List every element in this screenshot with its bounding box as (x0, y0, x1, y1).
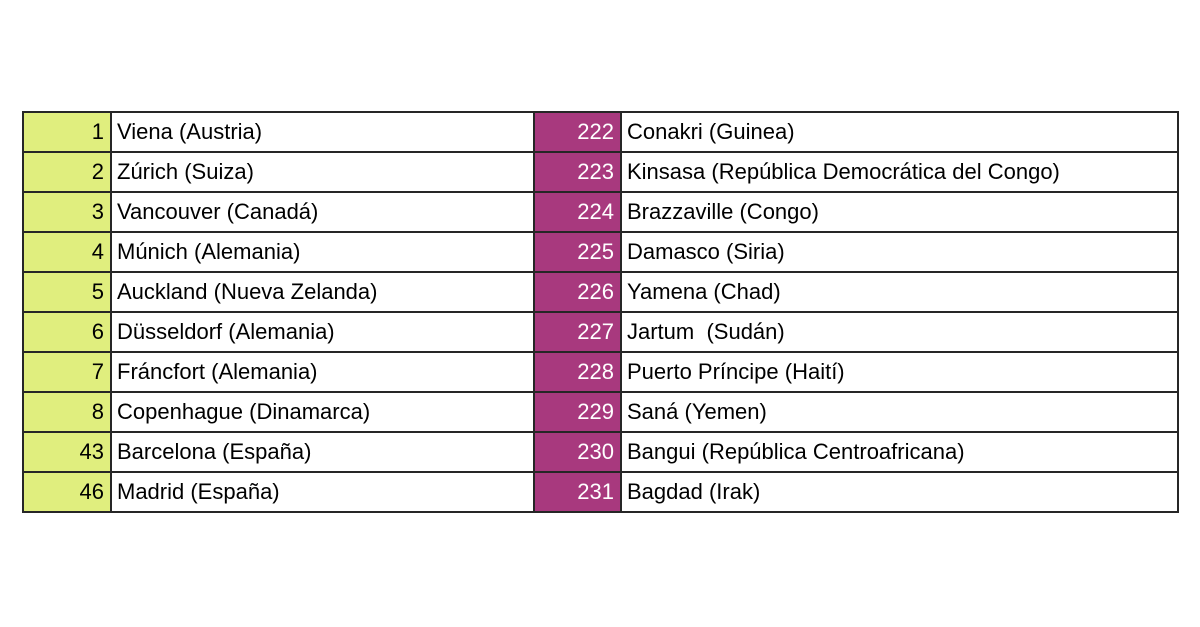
bottom-city-cell: Jartum (Sudán) (620, 311, 1179, 353)
top-rank-cell: 2 (22, 151, 112, 193)
top-city-cell: Viena (Austria) (110, 111, 535, 153)
table-row: 7 Fráncfort (Alemania) 228 Puerto Prínci… (22, 351, 1179, 393)
city-ranking-table: 1 Viena (Austria) 222 Conakri (Guinea) 2… (22, 111, 1179, 513)
table-row: 1 Viena (Austria) 222 Conakri (Guinea) (22, 111, 1179, 153)
table-row: 2 Zúrich (Suiza) 223 Kinsasa (República … (22, 151, 1179, 193)
bottom-rank-cell: 227 (533, 311, 622, 353)
bottom-rank-cell: 231 (533, 471, 622, 513)
top-city-cell: Auckland (Nueva Zelanda) (110, 271, 535, 313)
table-row: 43 Barcelona (España) 230 Bangui (Repúbl… (22, 431, 1179, 473)
top-city-cell: Vancouver (Canadá) (110, 191, 535, 233)
table-row: 6 Düsseldorf (Alemania) 227 Jartum (Sudá… (22, 311, 1179, 353)
top-rank-cell: 6 (22, 311, 112, 353)
top-city-cell: Múnich (Alemania) (110, 231, 535, 273)
bottom-rank-cell: 228 (533, 351, 622, 393)
table-row: 4 Múnich (Alemania) 225 Damasco (Siria) (22, 231, 1179, 273)
top-city-cell: Copenhague (Dinamarca) (110, 391, 535, 433)
bottom-city-cell: Kinsasa (República Democrática del Congo… (620, 151, 1179, 193)
top-rank-cell: 3 (22, 191, 112, 233)
top-city-cell: Barcelona (España) (110, 431, 535, 473)
bottom-city-cell: Saná (Yemen) (620, 391, 1179, 433)
ranking-table-body: 1 Viena (Austria) 222 Conakri (Guinea) 2… (22, 111, 1179, 513)
top-rank-cell: 5 (22, 271, 112, 313)
table-row: 5 Auckland (Nueva Zelanda) 226 Yamena (C… (22, 271, 1179, 313)
top-city-cell: Fráncfort (Alemania) (110, 351, 535, 393)
bottom-rank-cell: 230 (533, 431, 622, 473)
top-rank-cell: 7 (22, 351, 112, 393)
top-rank-cell: 4 (22, 231, 112, 273)
table-row: 3 Vancouver (Canadá) 224 Brazzaville (Co… (22, 191, 1179, 233)
top-rank-cell: 8 (22, 391, 112, 433)
bottom-city-cell: Bangui (República Centroafricana) (620, 431, 1179, 473)
top-city-cell: Düsseldorf (Alemania) (110, 311, 535, 353)
top-rank-cell: 46 (22, 471, 112, 513)
bottom-rank-cell: 222 (533, 111, 622, 153)
table-row: 8 Copenhague (Dinamarca) 229 Saná (Yemen… (22, 391, 1179, 433)
bottom-rank-cell: 224 (533, 191, 622, 233)
top-rank-cell: 43 (22, 431, 112, 473)
bottom-rank-cell: 225 (533, 231, 622, 273)
bottom-city-cell: Bagdad (Irak) (620, 471, 1179, 513)
bottom-city-cell: Yamena (Chad) (620, 271, 1179, 313)
bottom-city-cell: Puerto Príncipe (Haití) (620, 351, 1179, 393)
top-city-cell: Zúrich (Suiza) (110, 151, 535, 193)
bottom-rank-cell: 229 (533, 391, 622, 433)
bottom-city-cell: Damasco (Siria) (620, 231, 1179, 273)
bottom-rank-cell: 223 (533, 151, 622, 193)
bottom-rank-cell: 226 (533, 271, 622, 313)
bottom-city-cell: Brazzaville (Congo) (620, 191, 1179, 233)
table-row: 46 Madrid (España) 231 Bagdad (Irak) (22, 471, 1179, 513)
bottom-city-cell: Conakri (Guinea) (620, 111, 1179, 153)
top-rank-cell: 1 (22, 111, 112, 153)
top-city-cell: Madrid (España) (110, 471, 535, 513)
